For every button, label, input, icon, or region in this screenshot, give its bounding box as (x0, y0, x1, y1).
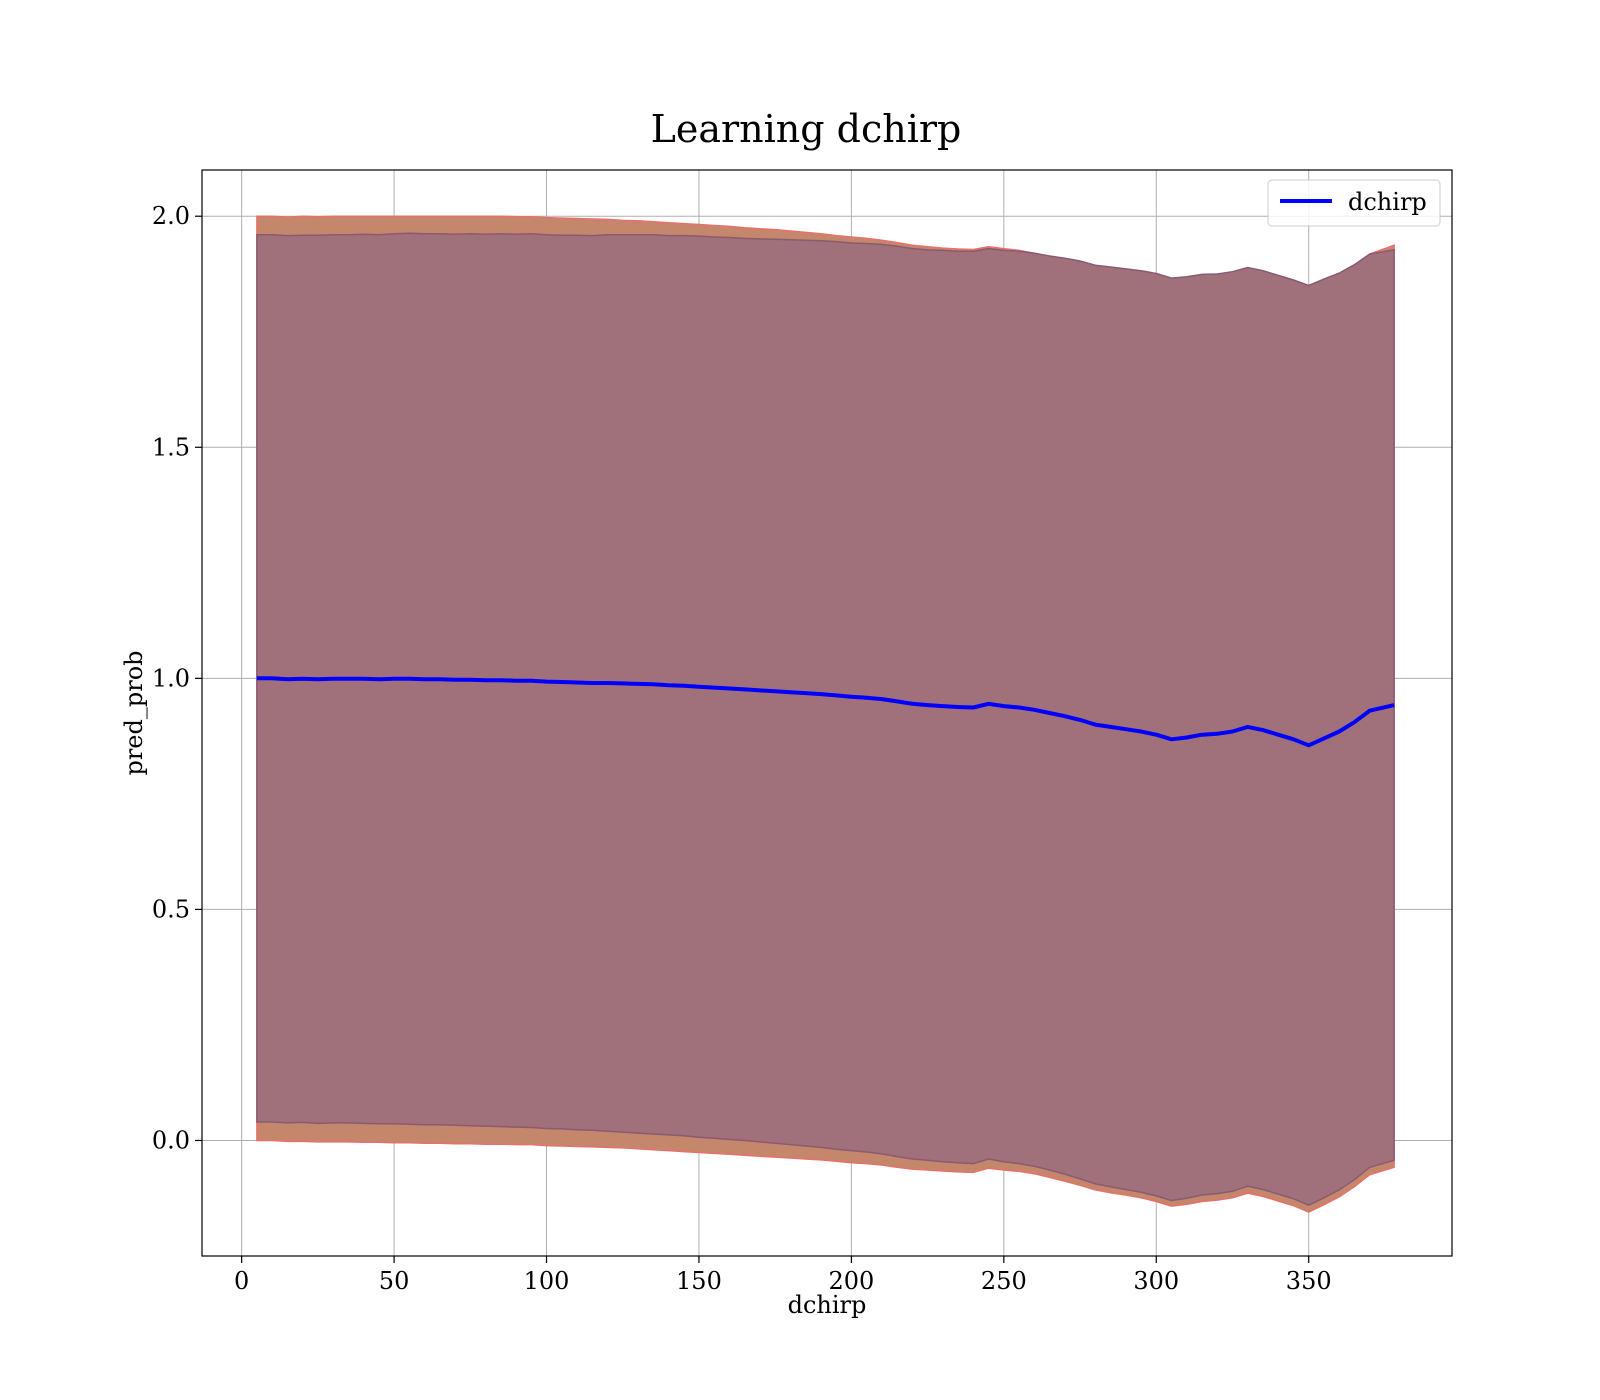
x-tick-label: 350 (1286, 1267, 1332, 1295)
confidence-bands (256, 215, 1395, 1213)
x-tick-label: 100 (524, 1267, 570, 1295)
legend-box (1267, 179, 1441, 227)
y-tick-label: 1.0 (152, 664, 190, 692)
y-tick-label: 2.0 (152, 202, 190, 230)
y-tick-label: 1.5 (152, 433, 190, 461)
axis-ticks: 0 50 100 150 200 250 300 350 0.0 0.5 1.0 1.5 2.0 (152, 202, 1332, 1295)
series-line-dchirp (256, 676, 1395, 748)
x-axis-label: dchirp (788, 1291, 867, 1319)
series-lines (256, 676, 1395, 748)
x-tick-label: 150 (676, 1267, 722, 1295)
x-tick-label: 250 (981, 1267, 1027, 1295)
x-tick-label: 200 (828, 1267, 874, 1295)
legend: dchirp (1267, 179, 1441, 227)
y-tick-label: 0.5 (152, 895, 190, 923)
x-tick-label: 300 (1133, 1267, 1179, 1295)
legend-label: dchirp (1348, 188, 1427, 216)
chart-title: Learning dchirp (651, 107, 962, 151)
y-tick-label: 0.0 (152, 1126, 190, 1154)
x-tick-label: 0 (234, 1267, 249, 1295)
plot-frame (201, 169, 1453, 1257)
x-tick-label: 50 (379, 1267, 410, 1295)
y-axis-label: pred_prob (120, 650, 148, 775)
inner-band (256, 232, 1395, 1207)
